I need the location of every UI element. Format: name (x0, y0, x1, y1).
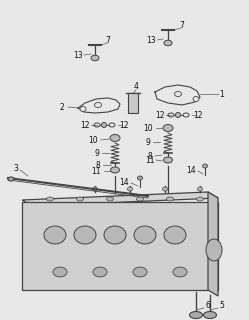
Text: 14: 14 (119, 178, 129, 187)
Text: 11: 11 (91, 166, 101, 175)
Text: 12: 12 (155, 110, 165, 119)
Text: 4: 4 (133, 82, 138, 91)
Ellipse shape (136, 197, 143, 201)
Ellipse shape (110, 134, 120, 141)
Ellipse shape (196, 197, 203, 201)
Ellipse shape (107, 197, 114, 201)
Text: 13: 13 (146, 36, 156, 44)
Text: 13: 13 (73, 51, 83, 60)
FancyBboxPatch shape (22, 202, 218, 290)
Text: 8: 8 (148, 151, 152, 161)
Ellipse shape (167, 197, 174, 201)
Ellipse shape (163, 124, 173, 132)
Ellipse shape (203, 311, 216, 318)
Ellipse shape (173, 267, 187, 277)
Text: 3: 3 (13, 164, 18, 172)
Ellipse shape (93, 267, 107, 277)
Ellipse shape (74, 226, 96, 244)
Text: 12: 12 (119, 121, 129, 130)
Polygon shape (22, 192, 218, 206)
Ellipse shape (102, 123, 107, 127)
Ellipse shape (164, 40, 172, 46)
Text: 10: 10 (143, 124, 153, 132)
Text: 8: 8 (96, 161, 100, 170)
Text: 2: 2 (60, 102, 64, 111)
Polygon shape (208, 192, 218, 296)
Ellipse shape (137, 176, 142, 180)
Ellipse shape (80, 107, 86, 111)
Text: 7: 7 (180, 20, 185, 29)
Ellipse shape (8, 177, 14, 181)
Text: 10: 10 (88, 135, 98, 145)
Text: 7: 7 (106, 36, 111, 44)
Text: 12: 12 (80, 121, 90, 130)
Text: 9: 9 (146, 138, 150, 147)
Ellipse shape (164, 226, 186, 244)
Ellipse shape (164, 157, 173, 163)
Ellipse shape (92, 187, 98, 191)
Ellipse shape (134, 226, 156, 244)
Ellipse shape (111, 167, 120, 173)
Ellipse shape (53, 267, 67, 277)
Ellipse shape (193, 97, 199, 101)
Ellipse shape (133, 267, 147, 277)
Ellipse shape (202, 164, 207, 168)
Text: 12: 12 (193, 110, 203, 119)
Ellipse shape (95, 102, 102, 108)
Ellipse shape (91, 55, 99, 61)
Text: 9: 9 (95, 148, 99, 157)
Ellipse shape (163, 187, 168, 191)
Ellipse shape (76, 197, 83, 201)
Ellipse shape (189, 311, 202, 318)
Ellipse shape (197, 187, 202, 191)
Ellipse shape (127, 187, 132, 191)
Ellipse shape (44, 226, 66, 244)
Ellipse shape (176, 113, 181, 117)
Text: 14: 14 (186, 165, 196, 174)
Text: 5: 5 (220, 300, 224, 309)
Text: 1: 1 (220, 90, 224, 99)
Ellipse shape (104, 226, 126, 244)
Ellipse shape (47, 197, 54, 201)
FancyBboxPatch shape (128, 93, 138, 113)
Ellipse shape (206, 239, 222, 261)
Ellipse shape (175, 92, 182, 97)
Text: 11: 11 (145, 156, 155, 164)
Text: 6: 6 (206, 300, 210, 309)
